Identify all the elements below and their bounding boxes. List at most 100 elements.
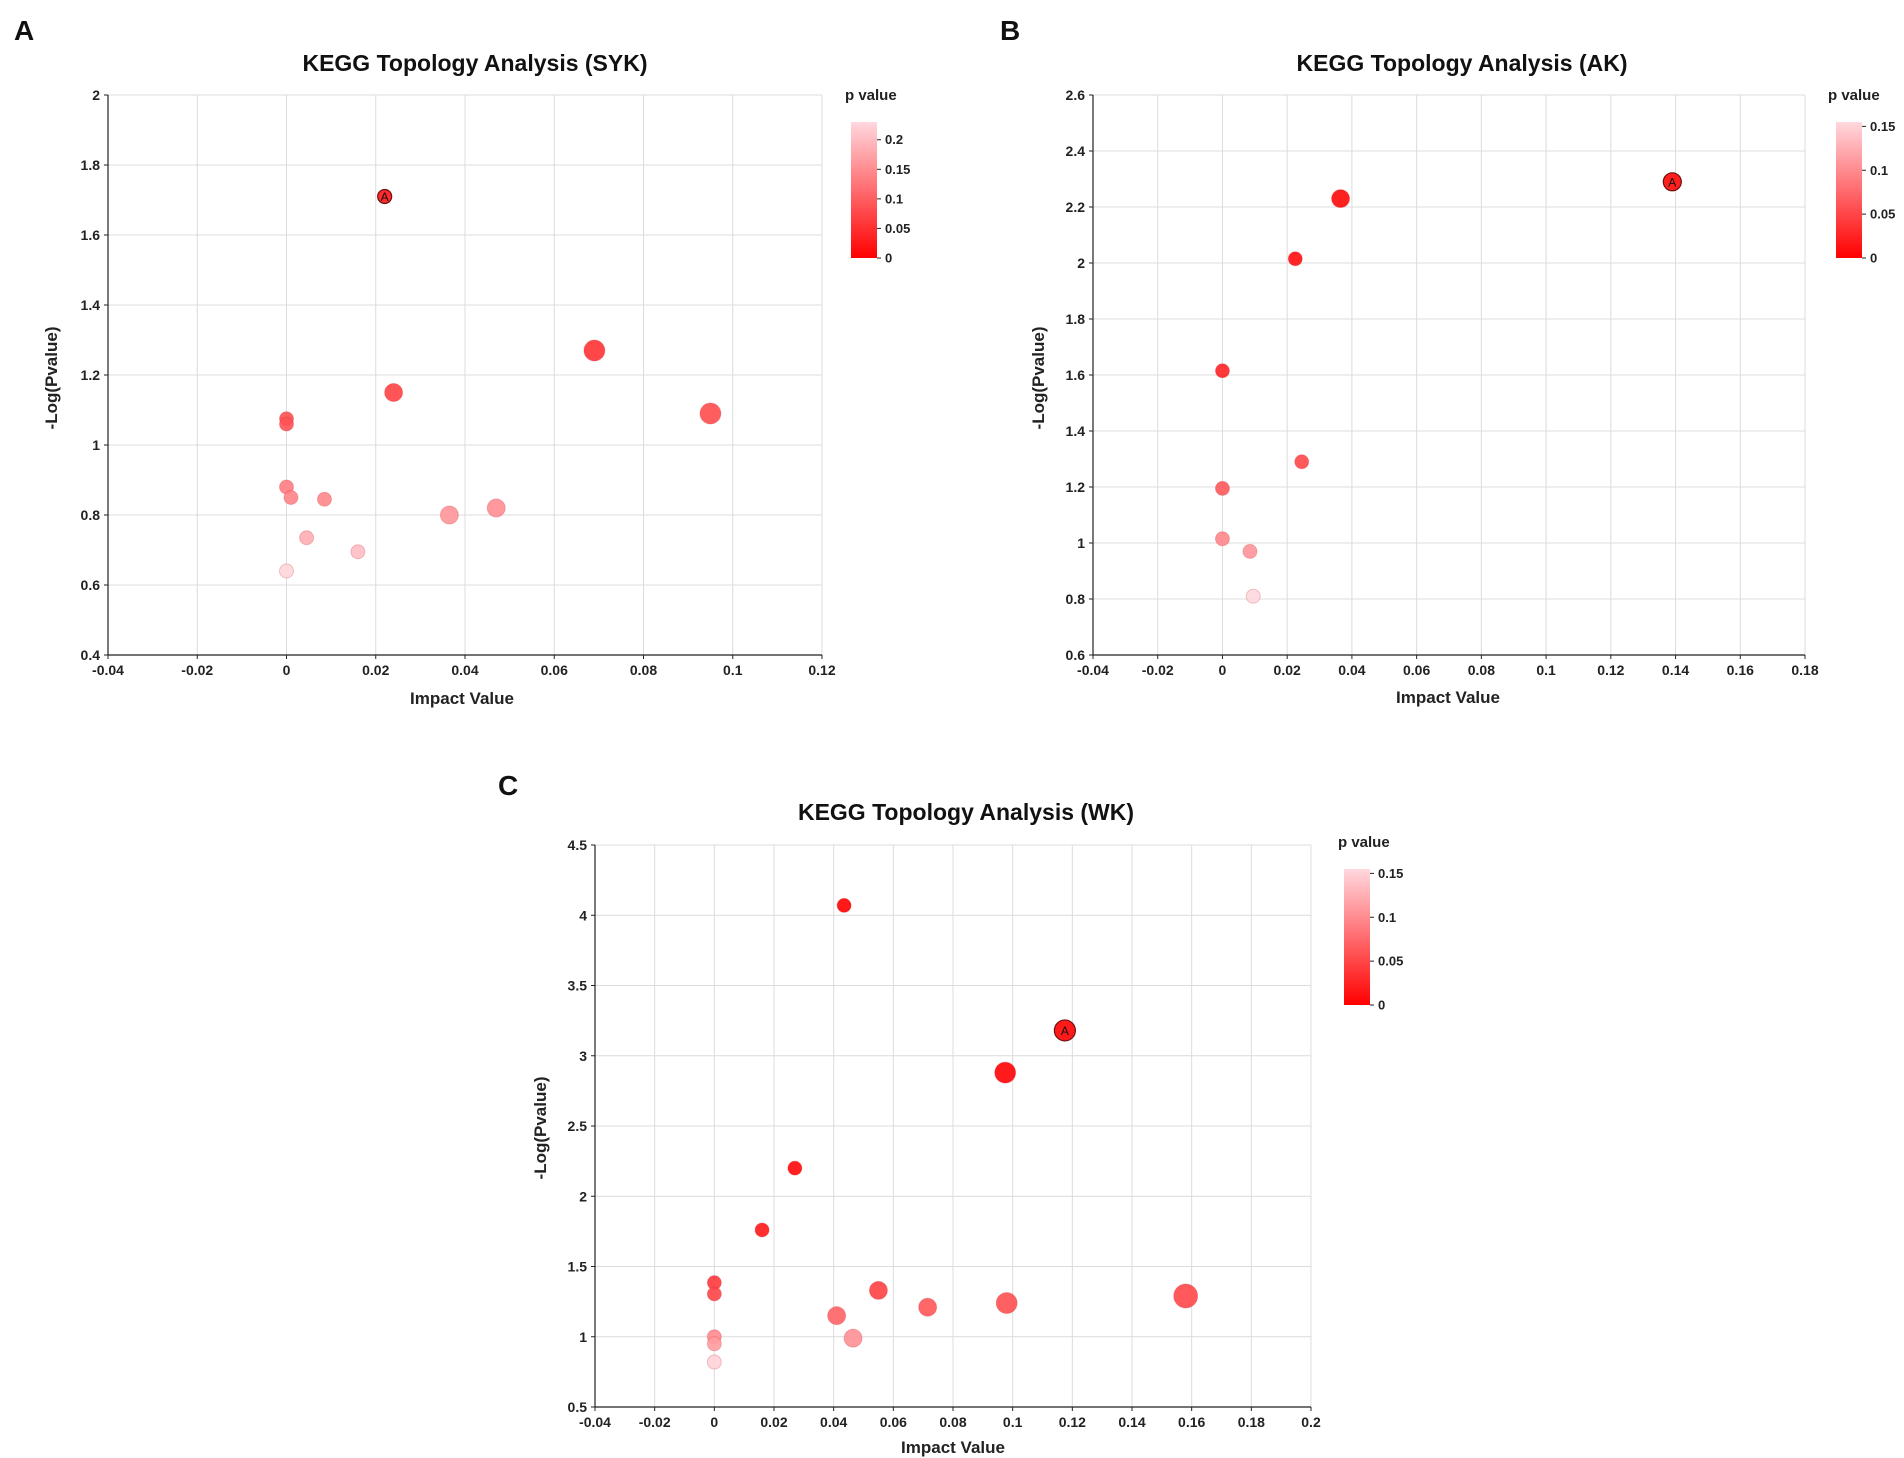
x-tick-label: 0: [1219, 662, 1227, 678]
x-tick-label: 0.06: [1403, 662, 1430, 678]
data-point[interactable]: [1331, 189, 1351, 209]
x-tick-label: 0.12: [1597, 662, 1624, 678]
data-point[interactable]: [706, 1286, 722, 1302]
y-tick-label: 1: [579, 1329, 587, 1345]
y-tick-label: 0.5: [568, 1399, 588, 1415]
legend-ticks-c: 0.15 0.1 0.05 0: [1370, 866, 1403, 1013]
colorbar-a: [851, 122, 877, 258]
data-point[interactable]: [918, 1297, 938, 1317]
panel-c: C KEGG Topology Analysis (WK) -0.04 -0.02…: [498, 770, 1403, 1457]
x-tick-label: 0.12: [1059, 1414, 1086, 1430]
data-point[interactable]: [350, 544, 366, 560]
x-tick-label: 0.02: [760, 1414, 787, 1430]
y-tick-label: 0.6: [1066, 647, 1086, 663]
colorbar-b: [1836, 122, 1862, 258]
panel-letter-a: A: [14, 15, 34, 46]
data-point[interactable]: [486, 498, 506, 518]
legend-tick-label: 0.15: [1870, 119, 1895, 134]
data-point[interactable]: [439, 505, 459, 525]
y-tick-label: 1.5: [568, 1259, 588, 1275]
x-tick-label: 0.1: [1536, 662, 1556, 678]
plot-area-b: -0.04 -0.02 0 0.02 0.04 0.06 0.08 0.1 0.12 0.14 0.…: [1066, 87, 1819, 678]
data-point[interactable]: [1173, 1283, 1199, 1309]
x-tick-label: 0.06: [880, 1414, 907, 1430]
panel-b: B KEGG Topology Analysis (AK) -0.04 -0.02…: [1000, 15, 1895, 707]
x-tick-label: 0.12: [808, 662, 835, 678]
data-point-label: A: [1668, 175, 1676, 189]
x-tick-label: 0.04: [1338, 662, 1365, 678]
x-tick-label: 0.18: [1238, 1414, 1265, 1430]
y-axis-label-c: -Log(Pvalue): [531, 1077, 550, 1180]
y-tick-label: 0.8: [1066, 591, 1086, 607]
legend-tick-label: 0: [1870, 251, 1877, 266]
legend-tick-label: 0.15: [885, 162, 910, 177]
data-point[interactable]: [1053, 1019, 1076, 1042]
x-tick-label: 0.16: [1727, 662, 1754, 678]
data-point[interactable]: [868, 1280, 888, 1300]
y-tick-label: 3.5: [568, 978, 588, 994]
data-point[interactable]: [754, 1222, 770, 1238]
y-tick-label: 3: [579, 1048, 587, 1064]
data-point[interactable]: [279, 563, 294, 579]
data-point[interactable]: [283, 490, 299, 505]
x-tick-label: 0.08: [1468, 662, 1495, 678]
y-tick-label: 1: [1077, 535, 1085, 551]
y-tick-label: 2.5: [568, 1118, 588, 1134]
x-tick-label: 0: [283, 662, 291, 678]
legend-ticks-a: 0.2 0.15 0.1 0.05 0: [877, 132, 910, 266]
legend-c: p value 0.15 0.1 0.05 0: [1338, 834, 1403, 1013]
x-tick-label: 0.16: [1178, 1414, 1205, 1430]
y-tick-label: 1.8: [81, 157, 101, 173]
data-point[interactable]: [706, 1336, 722, 1352]
x-tick-label: 0.08: [630, 662, 657, 678]
data-point[interactable]: [836, 897, 852, 913]
y-tick-label: 1: [92, 437, 100, 453]
x-tick-label: 0.1: [1003, 1414, 1023, 1430]
data-point[interactable]: [1214, 480, 1230, 496]
data-point[interactable]: [827, 1306, 847, 1326]
data-point-label: A: [381, 190, 389, 204]
panel-letter-b: B: [1000, 15, 1020, 46]
y-tick-label: 1.6: [81, 227, 101, 243]
data-point-label: A: [1061, 1024, 1069, 1038]
data-point[interactable]: [1214, 363, 1230, 379]
x-tick-label: -0.02: [639, 1414, 671, 1430]
legend-tick-label: 0.05: [1870, 207, 1895, 222]
x-tick-label: 0.02: [1274, 662, 1301, 678]
y-tick-label: 1.6: [1066, 367, 1086, 383]
data-point[interactable]: [1245, 588, 1261, 604]
data-point[interactable]: [787, 1160, 803, 1176]
data-point[interactable]: [279, 416, 294, 432]
y-axis-label-a: -Log(Pvalue): [42, 327, 61, 430]
data-point[interactable]: [1242, 543, 1258, 559]
chart-title-c: KEGG Topology Analysis (WK): [798, 799, 1134, 825]
x-tick-label: 0.2: [1301, 1414, 1321, 1430]
data-point[interactable]: [699, 402, 722, 425]
data-point[interactable]: [994, 1061, 1017, 1084]
data-point[interactable]: [1294, 454, 1310, 470]
data-point[interactable]: [1287, 251, 1303, 267]
chart-title-a: KEGG Topology Analysis (SYK): [302, 50, 647, 76]
x-tick-label: 0: [710, 1414, 718, 1430]
data-point[interactable]: [316, 491, 332, 507]
data-point[interactable]: [1214, 531, 1230, 547]
y-axis-label-b: -Log(Pvalue): [1029, 327, 1048, 430]
data-point[interactable]: [843, 1328, 863, 1348]
x-tick-label: 0.18: [1791, 662, 1818, 678]
legend-tick-label: 0.1: [885, 191, 903, 206]
legend-tick-label: 0.05: [885, 221, 910, 236]
data-point[interactable]: [583, 339, 606, 362]
data-point[interactable]: [706, 1354, 722, 1370]
data-point[interactable]: [377, 188, 393, 205]
y-tick-label: 2.6: [1066, 87, 1086, 103]
legend-title-b: p value: [1828, 87, 1880, 104]
data-point[interactable]: [1662, 172, 1682, 192]
chart-title-b: KEGG Topology Analysis (AK): [1297, 50, 1628, 76]
x-tick-label: 0.06: [541, 662, 568, 678]
x-tick-label: 0.14: [1118, 1414, 1145, 1430]
data-point[interactable]: [299, 530, 315, 546]
y-tick-label: 0.4: [81, 647, 101, 663]
data-point[interactable]: [995, 1292, 1018, 1315]
data-point[interactable]: [384, 383, 404, 402]
